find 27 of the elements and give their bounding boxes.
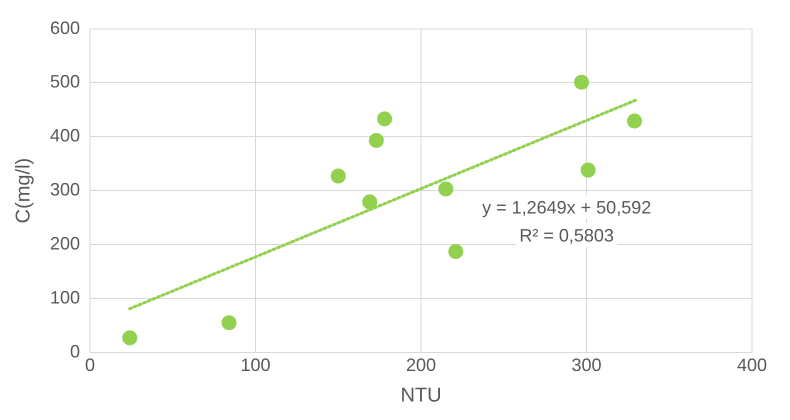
y-tick-label: 600 <box>50 18 80 38</box>
y-tick-label: 200 <box>50 234 80 254</box>
y-tick-label: 400 <box>50 126 80 146</box>
x-tick-label: 0 <box>85 355 96 376</box>
y-axis-title: C(mg/l) <box>12 158 35 224</box>
point <box>580 162 596 178</box>
point <box>368 132 384 148</box>
point <box>377 111 392 126</box>
x-tick-label: 100 <box>240 355 271 376</box>
y-tick-label: 0 <box>70 341 80 362</box>
x-axis-title: NTU <box>400 384 442 407</box>
y-tick-label: 500 <box>50 72 80 92</box>
x-tick-label: 400 <box>736 355 768 376</box>
point <box>330 168 346 184</box>
y-tick-label: 300 <box>50 180 80 200</box>
point <box>627 114 642 129</box>
point <box>438 181 454 196</box>
annotation: y = 1,2649x + 50,592 <box>482 197 652 218</box>
point <box>574 74 590 90</box>
x-tick-label: 300 <box>571 355 602 376</box>
point <box>122 330 138 346</box>
y-tick-label: 100 <box>50 287 80 308</box>
x-tick-label: 200 <box>406 355 436 376</box>
point <box>222 315 237 330</box>
point <box>362 194 378 210</box>
annotation: R² = 0,5803 <box>519 225 614 246</box>
point <box>448 244 464 260</box>
